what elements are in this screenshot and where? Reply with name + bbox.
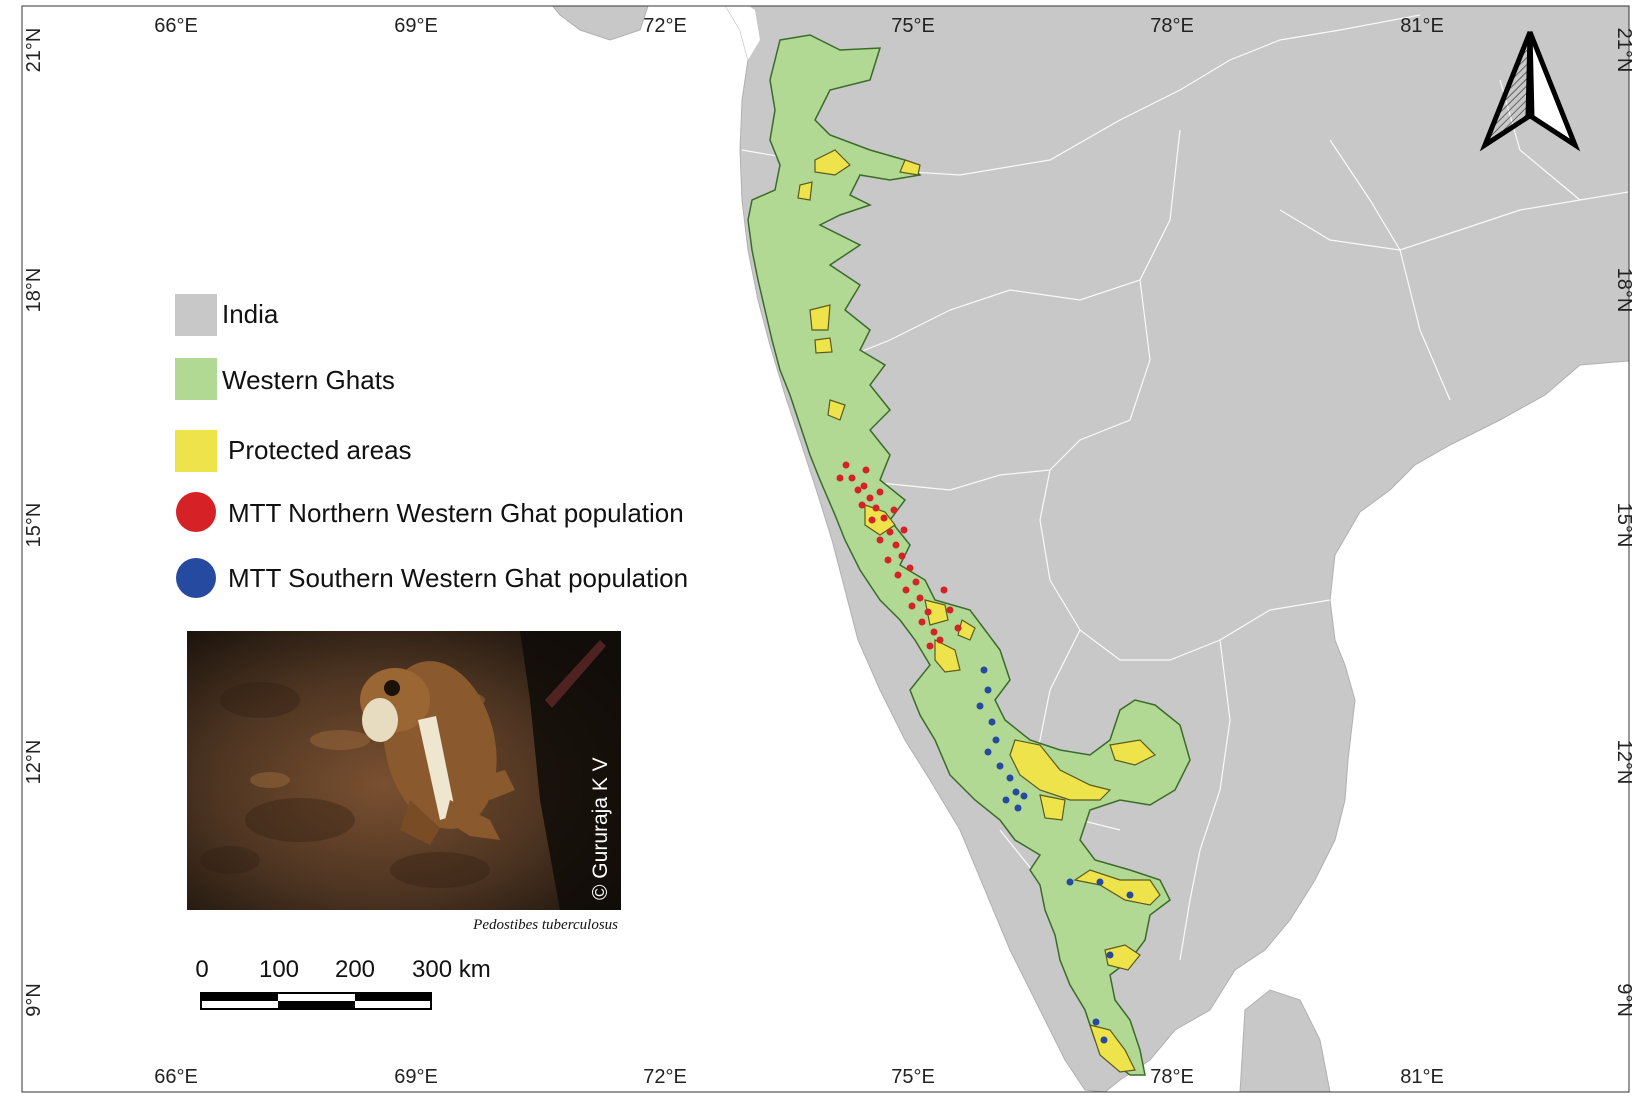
legend-swatch xyxy=(176,558,216,598)
lon-label: 69°E xyxy=(394,15,438,37)
frog-figure xyxy=(360,661,515,845)
lon-label: 72°E xyxy=(643,1066,687,1088)
scale-bar: 0 100 200 300 km xyxy=(195,956,491,1010)
lon-label: 78°E xyxy=(1150,1066,1194,1088)
lat-label: 15°N xyxy=(23,503,45,548)
legend: India Western Ghats Protected areas MTT … xyxy=(175,294,688,598)
latitude-labels-right: 21°N 18°N 15°N 12°N 9°N xyxy=(1613,28,1635,1017)
legend-item-india: India xyxy=(175,294,279,336)
scale-label: 300 km xyxy=(412,956,491,983)
lon-label: 81°E xyxy=(1400,15,1444,37)
north-arrow-icon xyxy=(1479,31,1581,152)
legend-swatch xyxy=(175,430,217,472)
southern-population-points xyxy=(976,666,1134,1044)
lon-label: 81°E xyxy=(1400,1066,1444,1088)
scale-label: 200 xyxy=(335,956,375,983)
lat-label: 12°N xyxy=(1613,740,1635,785)
lon-label: 69°E xyxy=(394,1066,438,1088)
protected-areas xyxy=(797,149,1161,1073)
latitude-labels-left: 21°N 18°N 15°N 12°N 9°N xyxy=(23,28,45,1017)
photo-credit: © Gururaja K V xyxy=(589,757,612,900)
legend-item-western-ghats: Western Ghats xyxy=(175,358,395,400)
lat-label: 9°N xyxy=(1613,983,1635,1017)
legend-label: Western Ghats xyxy=(222,365,395,395)
legend-item-protected-areas: Protected areas xyxy=(175,430,412,472)
lon-label: 72°E xyxy=(643,15,687,37)
legend-swatch xyxy=(176,492,216,532)
lon-label: 75°E xyxy=(891,15,935,37)
lon-label: 66°E xyxy=(154,1066,198,1088)
lon-label: 66°E xyxy=(154,15,198,37)
longitude-labels-top: 66°E 69°E 72°E 75°E 78°E 81°E xyxy=(154,15,1444,37)
legend-item-northern-population: MTT Northern Western Ghat population xyxy=(176,492,684,532)
lat-label: 18°N xyxy=(1613,268,1635,313)
legend-label: MTT Southern Western Ghat population xyxy=(228,563,688,593)
legend-label: Protected areas xyxy=(228,435,412,465)
longitude-labels-bottom: 66°E 69°E 72°E 75°E 78°E 81°E xyxy=(154,1066,1444,1088)
lat-label: 21°N xyxy=(23,28,45,73)
lat-label: 21°N xyxy=(1613,28,1635,73)
legend-label: India xyxy=(222,299,279,329)
scale-label: 0 xyxy=(195,956,208,983)
legend-label: MTT Northern Western Ghat population xyxy=(228,498,684,528)
legend-swatch xyxy=(175,358,217,400)
frog-photo: © Gururaja K V xyxy=(187,631,621,910)
lat-label: 9°N xyxy=(23,983,45,1017)
photo-caption: Pedostibes tuberculosus xyxy=(472,917,618,933)
lon-label: 75°E xyxy=(891,1066,935,1088)
northern-population-points xyxy=(836,461,962,650)
legend-item-southern-population: MTT Southern Western Ghat population xyxy=(176,558,688,598)
lat-label: 12°N xyxy=(23,740,45,785)
western-ghats-region xyxy=(747,34,1191,1076)
scale-label: 100 xyxy=(259,956,299,983)
legend-swatch xyxy=(175,294,217,336)
lon-label: 78°E xyxy=(1150,15,1194,37)
lat-label: 18°N xyxy=(23,268,45,313)
lat-label: 15°N xyxy=(1613,503,1635,548)
